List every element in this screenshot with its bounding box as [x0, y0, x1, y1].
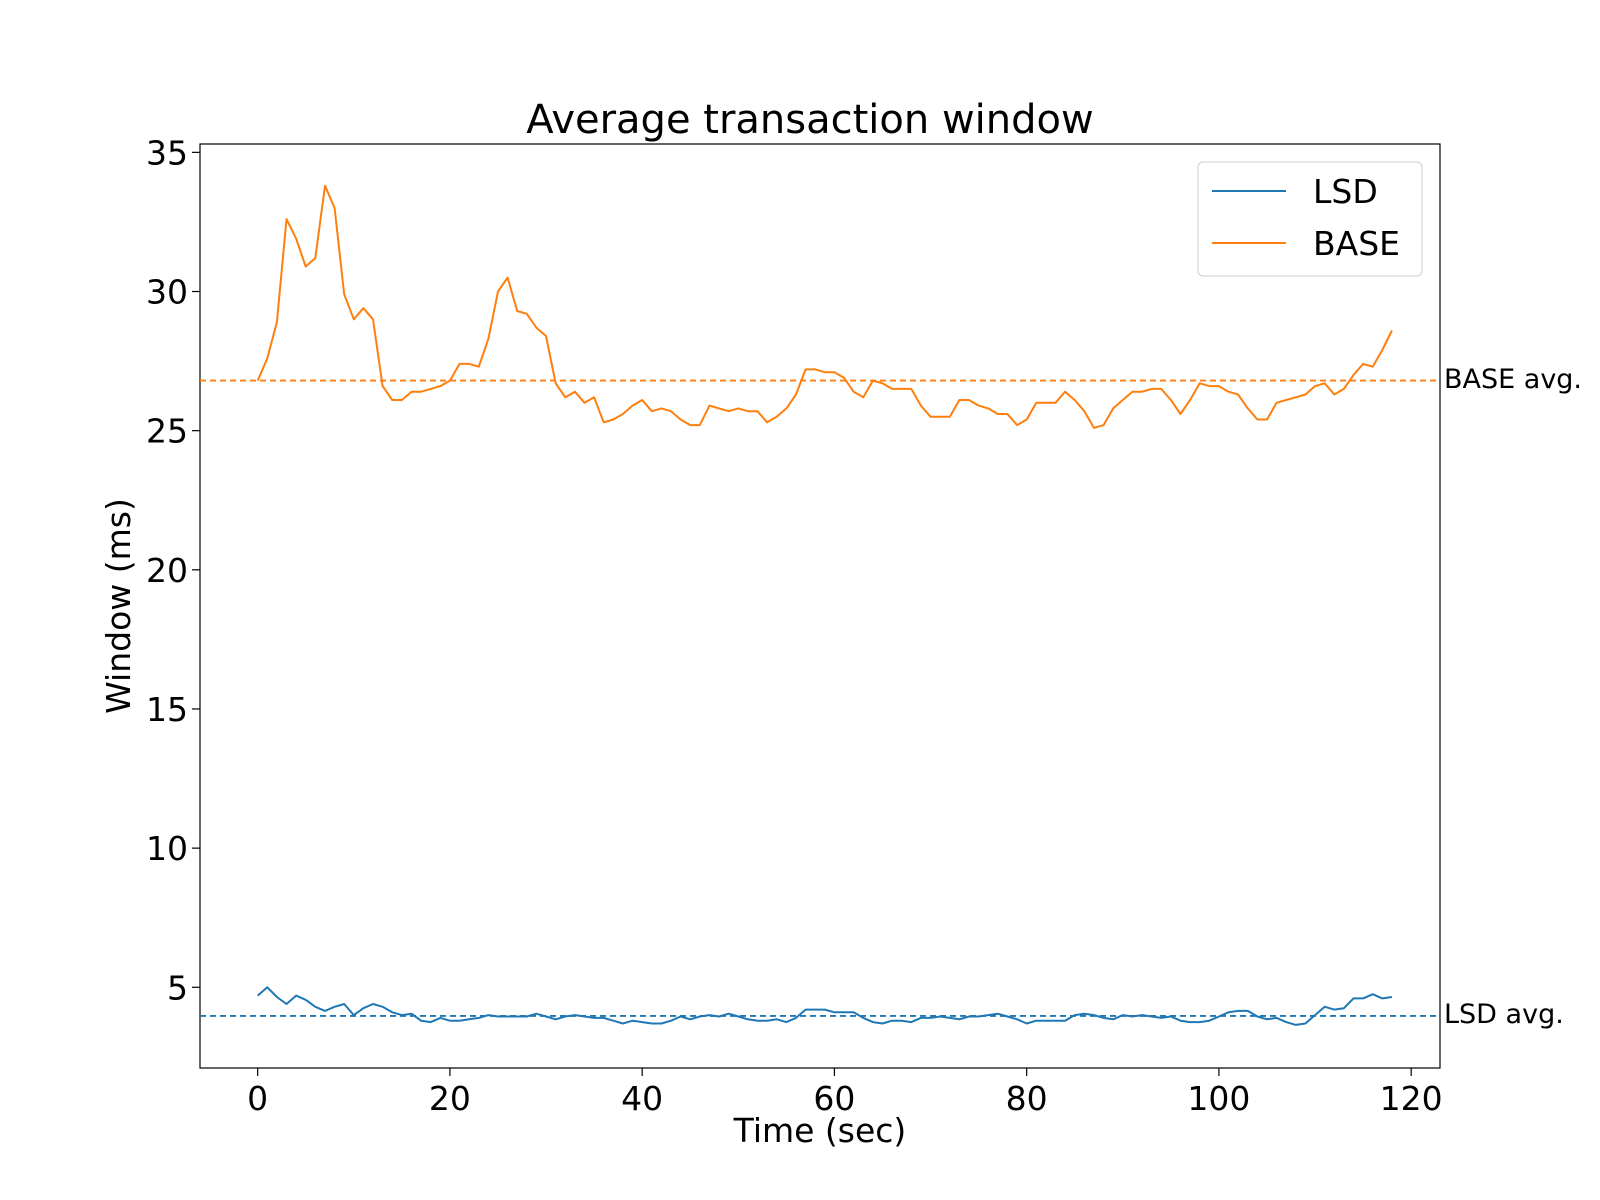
- x-tick-label: 80: [1006, 1079, 1048, 1118]
- x-tick-label: 100: [1187, 1079, 1250, 1118]
- y-tick-label: 25: [146, 412, 188, 451]
- base-avg-annotation: BASE avg.: [1444, 364, 1582, 395]
- y-tick-label: 10: [146, 829, 188, 868]
- legend-label-base: BASE: [1313, 224, 1400, 263]
- y-axis-ticks: 5 10 15 20 25 30 35: [146, 133, 200, 1007]
- x-axis-ticks: 0 20 40 60 80 100 120: [247, 1068, 1443, 1118]
- x-tick-label: 120: [1380, 1079, 1443, 1118]
- x-tick-label: 0: [247, 1079, 268, 1118]
- chart-title: Average transaction window: [526, 97, 1093, 143]
- y-tick-label: 35: [146, 133, 188, 172]
- y-tick-label: 5: [167, 968, 188, 1007]
- x-tick-label: 40: [621, 1079, 663, 1118]
- series-line-base: [256, 184, 1393, 429]
- reference-lines: [200, 379, 1440, 1017]
- legend: LSD BASE: [1197, 161, 1423, 277]
- y-tick-label: 30: [146, 273, 188, 312]
- x-axis-label: Time (sec): [733, 1111, 907, 1150]
- y-axis-label: Window (ms): [99, 498, 138, 714]
- series-line-lsd: [257, 986, 1393, 1026]
- x-tick-label: 60: [813, 1079, 855, 1118]
- series-lines: [256, 184, 1393, 1026]
- legend-label-lsd: LSD: [1313, 172, 1378, 211]
- y-tick-label: 20: [146, 551, 188, 590]
- x-tick-label: 20: [429, 1079, 471, 1118]
- y-tick-label: 15: [146, 690, 188, 729]
- plot-area: [199, 143, 1441, 1069]
- lsd-avg-annotation: LSD avg.: [1444, 999, 1564, 1030]
